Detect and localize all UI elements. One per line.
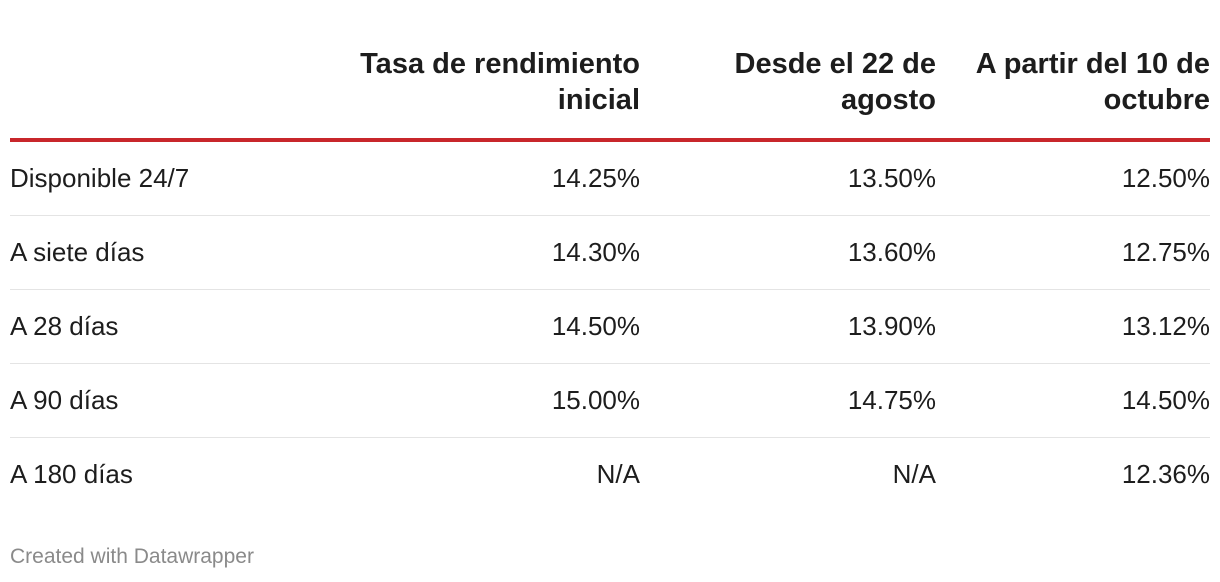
table-body: Disponible 24/7 14.25% 13.50% 12.50% A s… bbox=[10, 140, 1210, 511]
table-cell: 14.75% bbox=[640, 363, 936, 438]
table-cell: N/A bbox=[596, 459, 640, 489]
table-cell: 14.25% bbox=[340, 140, 640, 216]
table-cell: 13.50% bbox=[640, 140, 936, 216]
column-header-desde-22-agosto: Desde el 22 de agosto bbox=[640, 40, 936, 142]
table-header: Tasa de rendimiento inicial Desde el 22 … bbox=[10, 40, 1210, 142]
table-cell: N/A bbox=[892, 459, 936, 489]
table-row: Disponible 24/7 14.25% 13.50% 12.50% bbox=[10, 140, 1210, 216]
table-cell: 12.50% bbox=[936, 140, 1210, 216]
row-label: A siete días bbox=[10, 215, 340, 290]
table-cell: 13.90% bbox=[640, 289, 936, 364]
table-row: A 90 días 15.00% 14.75% 14.50% bbox=[10, 363, 1210, 438]
row-label: Disponible 24/7 bbox=[10, 140, 340, 216]
table-cell: 12.75% bbox=[936, 215, 1210, 290]
table-cell: 14.50% bbox=[340, 289, 640, 364]
table-cell: 14.50% bbox=[936, 363, 1210, 438]
table-cell: 14.30% bbox=[340, 215, 640, 290]
data-table-container: Tasa de rendimiento inicial Desde el 22 … bbox=[10, 40, 1210, 511]
table-row: A 180 días N/A N/A 12.36% bbox=[10, 438, 1210, 512]
table-row: A siete días 14.30% 13.60% 12.75% bbox=[10, 215, 1210, 290]
table-row: A 28 días 14.50% 13.90% 13.12% bbox=[10, 289, 1210, 364]
column-header-label bbox=[10, 40, 340, 142]
row-label: A 180 días bbox=[10, 459, 133, 489]
data-table: Tasa de rendimiento inicial Desde el 22 … bbox=[10, 40, 1210, 511]
table-cell: 15.00% bbox=[340, 363, 640, 438]
row-label: A 90 días bbox=[10, 363, 340, 438]
datawrapper-credit: Created with Datawrapper bbox=[10, 545, 254, 568]
row-label: A 28 días bbox=[10, 289, 340, 364]
table-cell: 13.60% bbox=[640, 215, 936, 290]
header-row: Tasa de rendimiento inicial Desde el 22 … bbox=[10, 40, 1210, 142]
table-cell: 13.12% bbox=[936, 289, 1210, 364]
column-header-tasa-inicial: Tasa de rendimiento inicial bbox=[340, 40, 640, 142]
column-header-a-partir-10-octubre: A partir del 10 de octubre bbox=[936, 40, 1210, 142]
table-cell: 12.36% bbox=[1121, 459, 1210, 489]
